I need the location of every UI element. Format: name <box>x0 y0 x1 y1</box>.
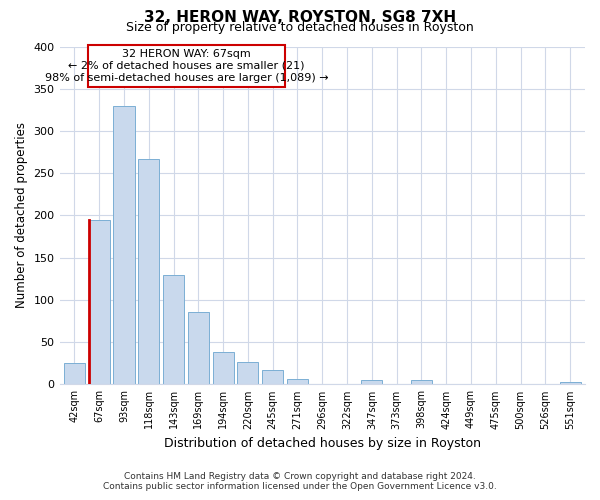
Bar <box>212 352 233 384</box>
Bar <box>361 380 382 384</box>
Bar <box>188 312 209 384</box>
Bar <box>89 220 110 384</box>
Bar <box>88 45 285 87</box>
Text: 32, HERON WAY, ROYSTON, SG8 7XH: 32, HERON WAY, ROYSTON, SG8 7XH <box>144 10 456 25</box>
Bar <box>163 274 184 384</box>
Bar <box>262 370 283 384</box>
Bar <box>64 364 85 384</box>
Bar <box>411 380 432 384</box>
Bar <box>113 106 134 384</box>
X-axis label: Distribution of detached houses by size in Royston: Distribution of detached houses by size … <box>164 437 481 450</box>
Bar <box>238 362 259 384</box>
Text: 32 HERON WAY: 67sqm
← 2% of detached houses are smaller (21)
98% of semi-detache: 32 HERON WAY: 67sqm ← 2% of detached hou… <box>45 50 328 82</box>
Text: Size of property relative to detached houses in Royston: Size of property relative to detached ho… <box>126 21 474 34</box>
Bar <box>287 380 308 384</box>
Bar <box>560 382 581 384</box>
Y-axis label: Number of detached properties: Number of detached properties <box>15 122 28 308</box>
Text: Contains HM Land Registry data © Crown copyright and database right 2024.
Contai: Contains HM Land Registry data © Crown c… <box>103 472 497 491</box>
Bar <box>138 159 160 384</box>
